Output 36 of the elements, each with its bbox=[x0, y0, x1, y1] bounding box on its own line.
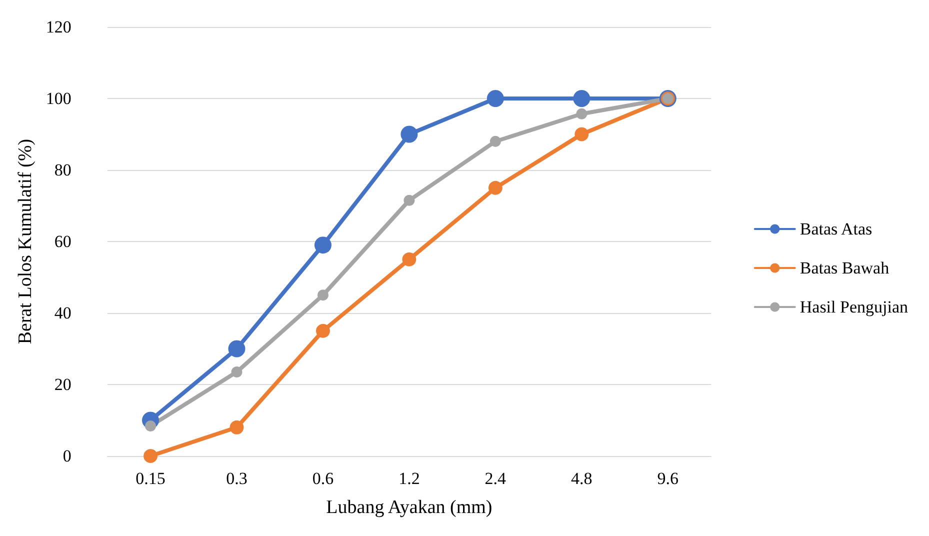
point bbox=[228, 340, 246, 358]
y-tick-label: 80 bbox=[54, 160, 72, 180]
point bbox=[490, 136, 501, 147]
legend-label: Batas Bawah bbox=[800, 258, 890, 278]
y-tick-label: 0 bbox=[62, 446, 72, 466]
y-tick-label: 120 bbox=[46, 18, 72, 36]
x-tick-label: 0.6 bbox=[312, 469, 334, 488]
point bbox=[576, 108, 588, 120]
point bbox=[231, 366, 242, 378]
point bbox=[316, 324, 330, 338]
point bbox=[486, 90, 504, 107]
x-tick-label: 0.15 bbox=[136, 469, 166, 488]
point bbox=[573, 90, 590, 107]
point bbox=[402, 252, 416, 266]
x-tick-label: 0.3 bbox=[226, 469, 248, 488]
x-tick-label: 1.2 bbox=[398, 469, 420, 488]
point bbox=[400, 126, 418, 143]
point bbox=[314, 236, 332, 254]
x-axis-title: Lubang Ayakan (mm) bbox=[326, 497, 492, 518]
legend-label: Batas Atas bbox=[800, 220, 872, 238]
y-tick-label: 40 bbox=[54, 304, 72, 322]
x-tick-label: 9.6 bbox=[657, 469, 679, 488]
y-tick-label: 100 bbox=[46, 89, 72, 108]
point bbox=[317, 290, 328, 301]
x-tick-label: 2.4 bbox=[484, 469, 507, 488]
y-axis-title: Berat Lolos Kumulatif (%) bbox=[15, 138, 36, 344]
x-tick-label: 4.8 bbox=[571, 469, 592, 488]
legend-label: Hasil Pengujian bbox=[800, 298, 908, 316]
point bbox=[230, 420, 244, 434]
point bbox=[488, 180, 502, 195]
point bbox=[574, 127, 589, 142]
point bbox=[404, 194, 415, 206]
point bbox=[144, 449, 158, 463]
point bbox=[145, 420, 156, 432]
y-tick-label: 60 bbox=[54, 232, 72, 251]
y-tick-label: 20 bbox=[54, 375, 72, 394]
